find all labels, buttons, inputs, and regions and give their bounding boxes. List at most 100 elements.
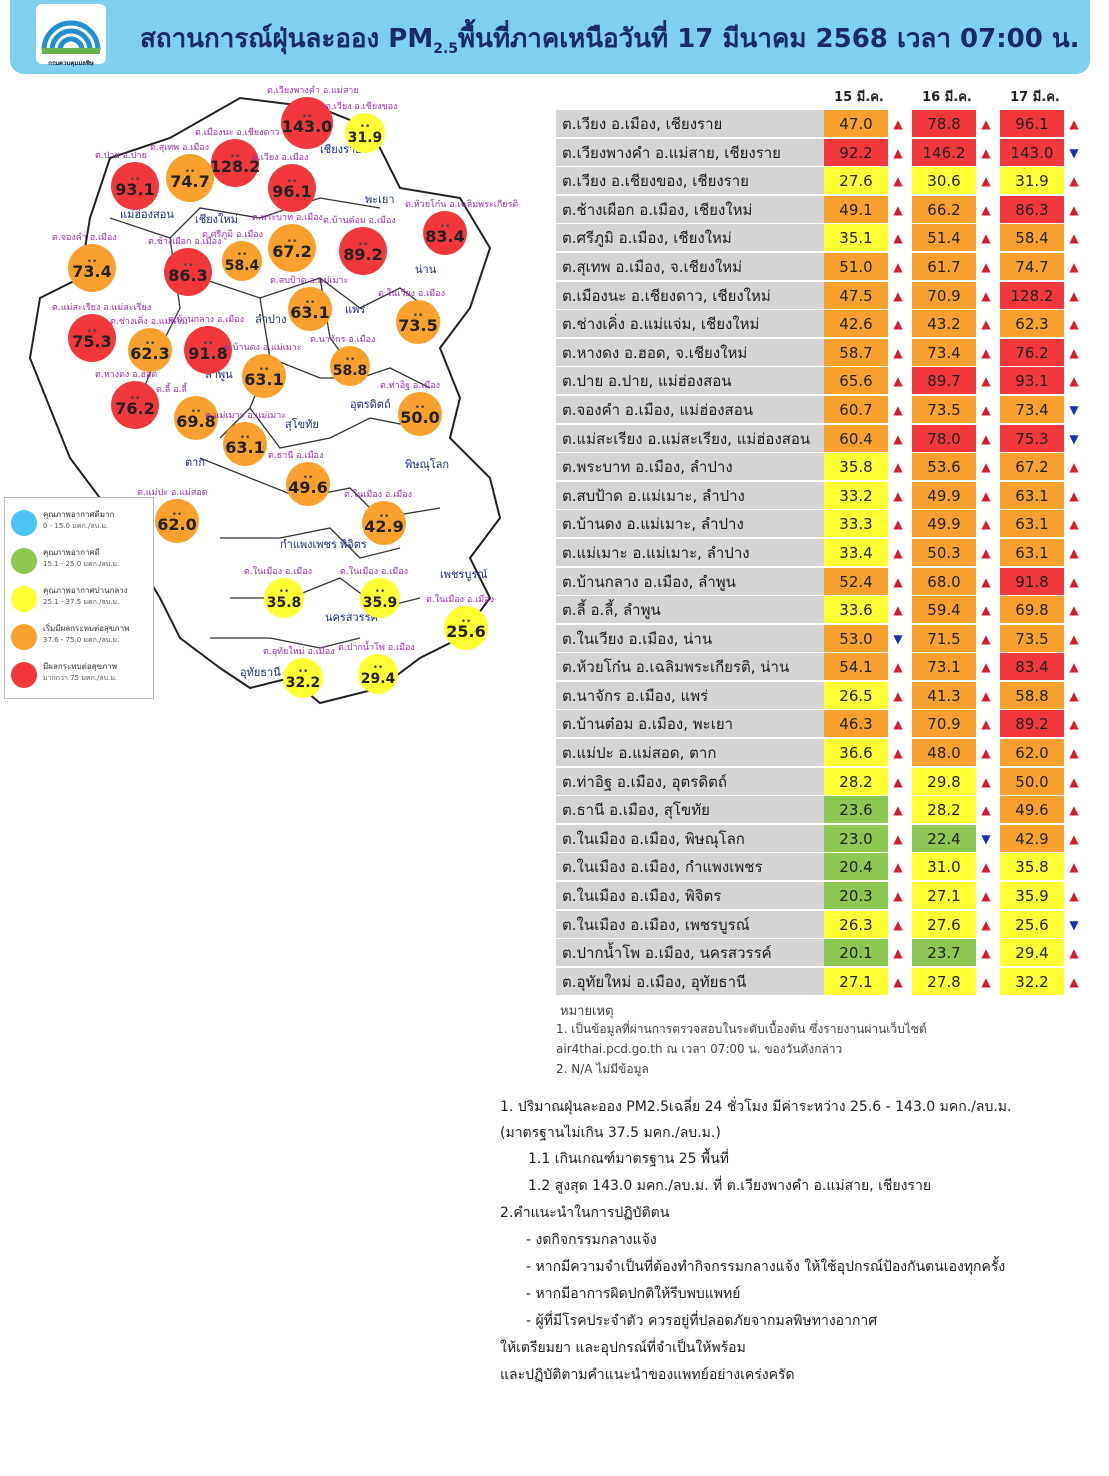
trend-up-icon: ▲: [981, 288, 991, 303]
legend-range: 0 - 15.0 มคก./ลบ.ม.: [43, 522, 109, 530]
station-map-label: ต.ในเมือง อ.เมือง: [344, 489, 412, 500]
pm25-value-cell: 68.0: [912, 567, 976, 596]
station-map-value: 32.2: [286, 675, 321, 691]
table-row: ต.ในเมือง อ.เมือง, เพชรบูรณ์ 26.3 ▲ 27.6 ▲ 25…: [556, 910, 1086, 940]
station-name: ต.บ้านต๋อม อ.เมือง, พะเยา: [556, 710, 824, 739]
station-map-value: 76.2: [115, 399, 154, 418]
face-icon: ••: [302, 112, 313, 122]
face-icon: ••: [373, 663, 384, 673]
trend-up-icon: ▲: [1069, 545, 1079, 560]
pm25-value-cell: 48.0: [912, 739, 976, 768]
table-row: ต.ธานี อ.เมือง, สุโขทัย 23.6 ▲ 28.2 ▲ 49.6 ▲: [556, 796, 1086, 825]
notes-line-1: 1. เป็นข้อมูลที่ผ่านการตรวจสอบในระดับเบื…: [556, 1022, 927, 1036]
station-map-label: ต.ปากน้ำโพ อ.เมือง: [338, 640, 415, 653]
station-name: ต.สบป้าด อ.แม่เมาะ, ลำปาง: [556, 481, 824, 510]
pm25-value-cell: 89.2: [1000, 710, 1064, 739]
pcd-logo-icon: [36, 4, 106, 64]
table-row: ต.ห้วยโก๋น อ.เฉลิมพระเกียรติ, น่าน 54.1 ▲ 7…: [556, 653, 1086, 682]
aqi-circle-icon: [281, 97, 333, 149]
pm25-value-cell: 35.8: [1000, 853, 1064, 882]
station-map-label: ต.ในเมือง อ.เมือง: [340, 566, 408, 577]
station-map-value: 58.4: [225, 258, 260, 274]
pm25-value-cell: 62.3: [1000, 310, 1064, 339]
province-label: สุโขทัย: [285, 417, 319, 431]
station-bubble: ต.บ้านดง อ.แม่เมาะ ••63.1: [224, 342, 302, 398]
station-bubble: ต.ในเวียง อ.เมือง ••73.5: [378, 288, 445, 344]
pm25-value-cell: 91.8: [1000, 567, 1064, 596]
column-header-day3: 17 มี.ค.: [1010, 90, 1060, 105]
station-name: ต.จองคำ อ.เมือง, แม่ฮ่องสอน: [556, 395, 824, 424]
trend-up-icon: ▲: [1069, 374, 1079, 389]
aqi-circle-icon: [268, 224, 316, 272]
pm25-value-cell: 67.2: [1000, 453, 1064, 482]
station-name: ต.สุเทพ อ.เมือง, จ.เชียงใหม่: [556, 252, 824, 281]
station-bubble: ต.แม่เมาะ อ.แม่เมาะ ••63.1: [205, 411, 286, 466]
station-map-value: 93.1: [115, 180, 154, 199]
trend-up-icon: ▲: [1069, 117, 1079, 131]
face-icon: ••: [345, 355, 356, 365]
station-map-label: ต.เวียงพางคำ อ.แม่สาย: [267, 85, 359, 96]
trend-up-icon: ▲: [893, 460, 903, 475]
face-icon: ••: [413, 311, 424, 321]
station-name: ต.ในเมือง อ.เมือง, เพชรบูรณ์: [556, 910, 824, 939]
aqi-circle-icon: [68, 244, 116, 292]
table-row: ต.บ้านกลาง อ.เมือง, ลำพูน 52.4 ▲ 68.0 ▲ 91.8 ▲: [556, 567, 1086, 597]
province-label: ลำปาง: [255, 313, 286, 326]
aqi-circle-icon: [358, 654, 398, 694]
table-row: ต.ช้างเผือก อ.เมือง, เชียงใหม่ 49.1 ▲ 66.2 ▲…: [556, 195, 1086, 225]
station-map-label: ต.ท่าอิฐ อ.เมือง: [380, 380, 440, 391]
aqi-circle-icon: [283, 658, 323, 698]
station-map-label: ต.ช้างเผือก อ.เมือง: [148, 236, 221, 247]
pm25-value-cell: 33.4: [824, 538, 888, 567]
pm25-value-cell: 50.0: [1000, 767, 1064, 796]
pm25-value-cell: 35.8: [824, 453, 888, 482]
face-icon: ••: [358, 240, 369, 250]
table-row: ต.เวียง อ.เมือง, เชียงราย 47.0 ▲ 78.8 ▲ 96.1 ▲: [556, 110, 1086, 139]
station-map-label: ต.จองคำ อ.เมือง: [52, 232, 117, 243]
title-part-a: สถานการณ์ฝุ่นละออง PM: [140, 24, 434, 54]
trend-down-icon: ▼: [1069, 145, 1079, 160]
trend-up-icon: ▲: [893, 831, 903, 846]
table-row: ต.ลี้ อ.ลี้, ลำพูน 33.6 ▲ 59.4 ▲ 69.8 ▲: [556, 596, 1086, 625]
station-map-value: 49.6: [288, 478, 327, 497]
legend-swatch: [11, 548, 37, 574]
pm25-value-cell: 63.1: [1000, 510, 1064, 539]
face-icon: ••: [172, 510, 183, 520]
pm25-value-cell: 27.6: [824, 167, 888, 196]
station-bubble: ต.หางดง อ.ฮอด ••76.2: [95, 370, 159, 429]
station-bubble: ต.เวียง อ.เมือง ••96.1: [252, 152, 316, 212]
table-row: ต.อุทัยใหม่ อ.เมือง, อุทัยธานี 27.1 ▲ 27.8 ▲…: [556, 967, 1086, 997]
station-map-label: ต.สุเทพ อ.เมือง: [150, 142, 209, 153]
pm25-value-cell: 63.1: [1000, 481, 1064, 510]
trend-up-icon: ▲: [893, 746, 903, 761]
face-icon: ••: [440, 222, 451, 232]
trend-up-icon: ▲: [981, 803, 991, 818]
aqi-circle-icon: [223, 422, 267, 466]
station-map-value: 128.2: [210, 157, 261, 176]
page-title: สถานการณ์ฝุ่นละออง PM2.5พื้นที่ภาคเหนือว…: [140, 18, 1079, 59]
trend-up-icon: ▲: [981, 746, 991, 761]
face-icon: ••: [87, 257, 98, 267]
trend-up-icon: ▲: [1069, 746, 1079, 761]
station-map-label: ต.แม่ปะ อ.แม่สอด: [137, 488, 208, 498]
station-name: ต.อุทัยใหม่ อ.เมือง, อุทัยธานี: [556, 967, 824, 996]
table-row: ต.บ้านดง อ.แม่เมาะ, ลำปาง 33.3 ▲ 49.9 ▲ 63.1 ▲: [556, 510, 1086, 539]
table-row: ต.บ้านต๋อม อ.เมือง, พะเยา 46.3 ▲ 70.9 ▲ 89.2 ▲: [556, 710, 1086, 739]
pm25-value-cell: 66.2: [912, 195, 976, 224]
station-map-value: 69.8: [176, 412, 215, 431]
trend-up-icon: ▲: [893, 517, 903, 532]
station-map-label: ต.ในเมือง อ.เมือง: [426, 594, 494, 605]
table-row: ต.สบป้าด อ.แม่เมาะ, ลำปาง 33.2 ▲ 49.9 ▲ 63.1 ▲: [556, 481, 1086, 511]
station-name: ต.ธานี อ.เมือง, สุโขทัย: [556, 796, 824, 825]
legend-title: คุณภาพอากาศดี: [43, 548, 100, 557]
trend-up-icon: ▲: [893, 345, 903, 360]
trend-up-icon: ▲: [893, 488, 903, 503]
station-map-label: ต.เวียง อ.เมือง: [252, 152, 308, 163]
station-bubble: ต.สบป้าด อ.แม่เมาะ ••63.1: [270, 275, 348, 331]
trend-up-icon: ▲: [893, 946, 903, 961]
station-name: ต.เวียงพางคำ อ.แม่สาย, เชียงราย: [556, 138, 824, 167]
face-icon: ••: [259, 365, 270, 375]
trend-up-icon: ▲: [893, 117, 903, 131]
station-name: ต.ปาย อ.ปาย, แม่ฮ่องสอน: [556, 367, 824, 396]
trend-up-icon: ▲: [981, 117, 991, 131]
